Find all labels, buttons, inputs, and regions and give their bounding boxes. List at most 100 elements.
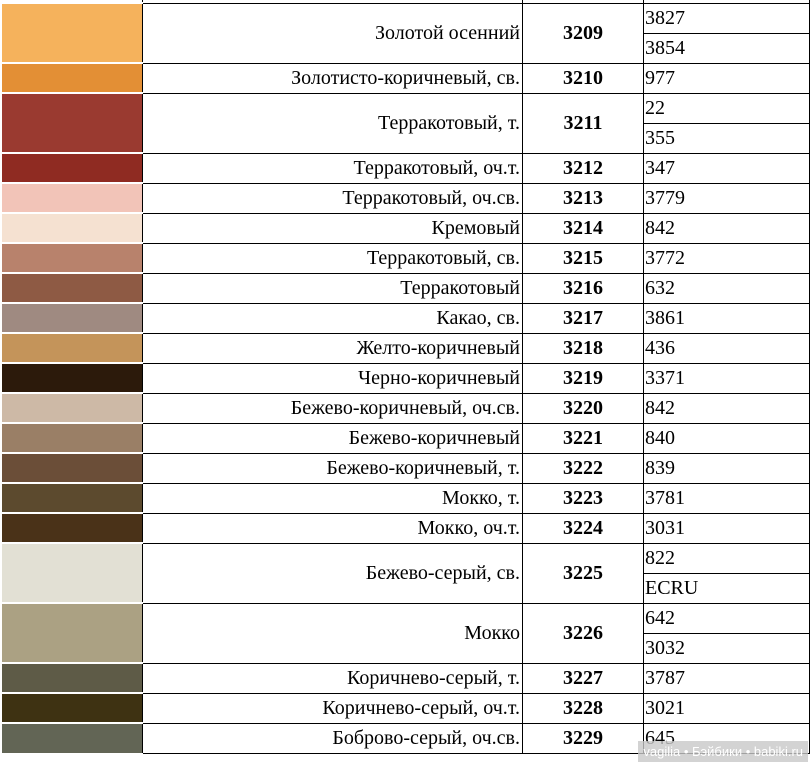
table-row: Коричнево-серый, оч.т. 3228 3021 xyxy=(1,692,810,724)
table-row: Терракотовый, св. 3215 3772 xyxy=(1,242,810,274)
alternative-code: 3371 xyxy=(643,362,810,394)
alternative-code: 3032 xyxy=(643,632,810,664)
color-name: Коричнево-серый, т. xyxy=(142,662,523,694)
color-swatch xyxy=(1,92,143,154)
color-code: 3225 xyxy=(522,542,644,604)
color-swatch xyxy=(1,692,143,724)
watermark: vagilia • Бэйбики • babiki.ru xyxy=(638,741,808,762)
color-swatch xyxy=(1,302,143,334)
table-row: Черно-коричневый 3219 3371 xyxy=(1,362,810,394)
color-name: Терракотовый, св. xyxy=(142,242,523,274)
color-code: 3216 xyxy=(522,272,644,304)
table-row: Мокко, оч.т. 3224 3031 xyxy=(1,512,810,544)
color-code: 3221 xyxy=(522,422,644,454)
color-swatch xyxy=(1,452,143,484)
color-name: Черно-коричневый xyxy=(142,362,523,394)
alternative-code: 3021 xyxy=(643,692,810,724)
color-name: Бежево-коричневый xyxy=(142,422,523,454)
alternative-code: 822 xyxy=(643,542,810,574)
color-code: 3224 xyxy=(522,512,644,544)
color-code: 3214 xyxy=(522,212,644,244)
table-subrow: 355 xyxy=(2,122,810,154)
alternative-code: 3854 xyxy=(643,32,810,64)
alternative-code: 3861 xyxy=(643,302,810,334)
alternative-code: 3779 xyxy=(643,182,810,214)
table-row: Терракотовый, т. 3211 22 xyxy=(1,92,810,154)
table-row: Бежево-коричневый 3221 840 xyxy=(1,422,810,454)
table-row: Бежево-коричневый, т. 3222 839 xyxy=(1,452,810,484)
color-swatch xyxy=(1,392,143,424)
color-swatch xyxy=(1,662,143,694)
color-swatch xyxy=(1,482,143,514)
color-name: Терракотовый, т. xyxy=(142,92,523,154)
alternative-code: 632 xyxy=(643,272,810,304)
color-code: 3217 xyxy=(522,302,644,334)
color-swatch xyxy=(1,242,143,274)
table-row: Золотой осенний 3209 3827 xyxy=(1,2,810,64)
color-code: 3213 xyxy=(522,182,644,214)
color-name: Мокко, т. xyxy=(142,482,523,514)
color-swatch xyxy=(1,512,143,544)
table-subrow: 3032 xyxy=(2,632,810,664)
table-row: Мокко, т. 3223 3781 xyxy=(1,482,810,514)
color-swatch xyxy=(1,182,143,214)
table-row: Кремовый 3214 842 xyxy=(1,212,810,244)
color-swatch xyxy=(1,212,143,244)
color-name: Какао, св. xyxy=(142,302,523,334)
color-name: Кремовый xyxy=(142,212,523,244)
table-row: Мокко 3226 642 xyxy=(1,602,810,664)
alternative-code: 3787 xyxy=(643,662,810,694)
color-swatch xyxy=(1,2,143,64)
color-name: Терракотовый, оч.т. xyxy=(142,152,523,184)
color-swatch xyxy=(1,152,143,184)
color-code: 3218 xyxy=(522,332,644,364)
alternative-code: 642 xyxy=(643,602,810,634)
color-swatch xyxy=(1,62,143,94)
alternative-code: 347 xyxy=(643,152,810,184)
color-swatch xyxy=(1,602,143,664)
color-code: 3210 xyxy=(522,62,644,94)
color-code: 3227 xyxy=(522,662,644,694)
color-code: 3220 xyxy=(522,392,644,424)
color-name: Терракотовый xyxy=(142,272,523,304)
color-name: Золотой осенний xyxy=(142,2,523,64)
alternative-code: ECRU xyxy=(643,572,810,604)
color-code: 3223 xyxy=(522,482,644,514)
color-code: 3229 xyxy=(522,722,644,754)
alternative-code: 3031 xyxy=(643,512,810,544)
color-name: Бежево-коричневый, т. xyxy=(142,452,523,484)
alternative-code: 436 xyxy=(643,332,810,364)
table-row: Боброво-серый, оч.св. 3229 645 xyxy=(1,722,810,754)
color-swatch xyxy=(1,542,143,604)
color-name: Мокко, оч.т. xyxy=(142,512,523,544)
table-row: Какао, св. 3217 3861 xyxy=(1,302,810,334)
color-name: Золотисто-коричневый, св. xyxy=(142,62,523,94)
alternative-code: 842 xyxy=(643,392,810,424)
color-code: 3226 xyxy=(522,602,644,664)
color-code: 3228 xyxy=(522,692,644,724)
color-swatch xyxy=(1,422,143,454)
color-code: 3215 xyxy=(522,242,644,274)
color-swatch xyxy=(1,272,143,304)
color-name: Желто-коричневый xyxy=(142,332,523,364)
color-code: 3212 xyxy=(522,152,644,184)
alternative-code: 977 xyxy=(643,62,810,94)
alternative-code: 3781 xyxy=(643,482,810,514)
alternative-code: 839 xyxy=(643,452,810,484)
color-swatch xyxy=(1,332,143,364)
color-code: 3211 xyxy=(522,92,644,154)
color-swatch xyxy=(1,362,143,394)
table-row: Терракотовый 3216 632 xyxy=(1,272,810,304)
table-row: Бежево-коричневый, оч.св. 3220 842 xyxy=(1,392,810,424)
color-name: Бежево-серый, св. xyxy=(142,542,523,604)
color-code: 3219 xyxy=(522,362,644,394)
alternative-code: 22 xyxy=(643,92,810,124)
alternative-code: 840 xyxy=(643,422,810,454)
color-code: 3209 xyxy=(522,2,644,64)
alternative-code: 3772 xyxy=(643,242,810,274)
alternative-code: 355 xyxy=(643,122,810,154)
table-row: Терракотовый, оч.св. 3213 3779 xyxy=(1,182,810,214)
color-name: Бежево-коричневый, оч.св. xyxy=(142,392,523,424)
color-name: Мокко xyxy=(142,602,523,664)
